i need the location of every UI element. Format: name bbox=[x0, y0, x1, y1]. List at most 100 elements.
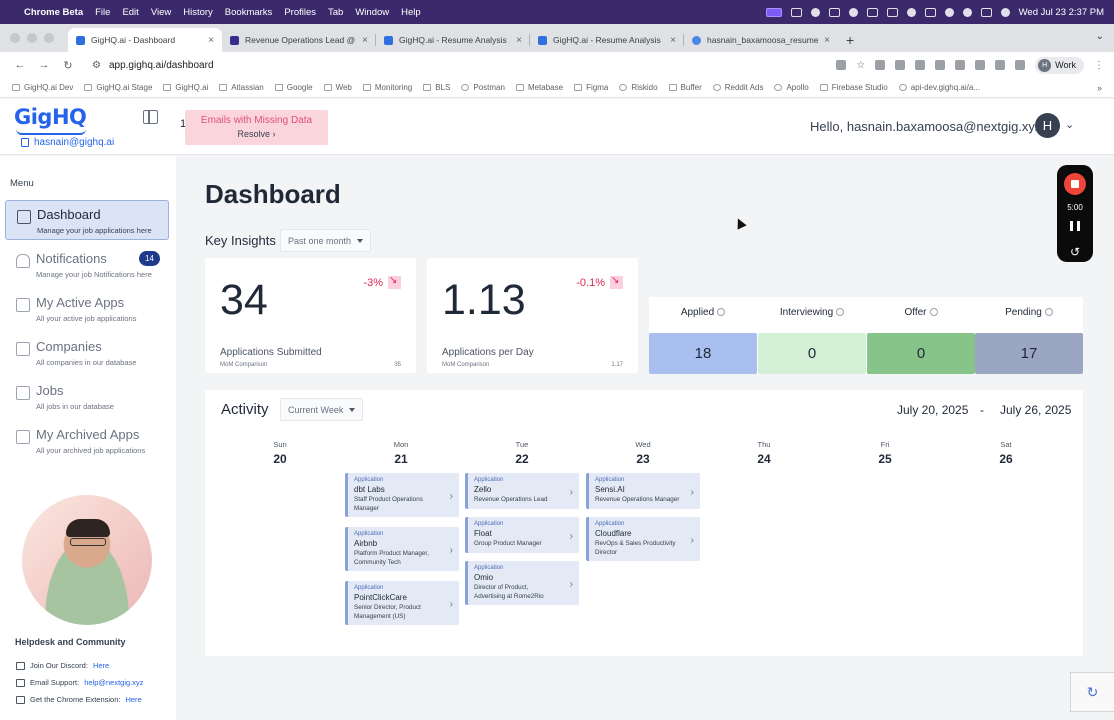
reload-icon[interactable]: ↻ bbox=[63, 59, 73, 72]
wifi-icon[interactable] bbox=[944, 7, 954, 17]
extension-icon[interactable] bbox=[895, 60, 906, 70]
siri-icon[interactable] bbox=[1000, 7, 1010, 17]
activity-event[interactable]: Application Cloudflare RevOps & Sales Pr… bbox=[586, 517, 700, 561]
status-count-pending[interactable]: 17 bbox=[975, 333, 1083, 374]
menu-history[interactable]: History bbox=[183, 6, 213, 18]
account-email[interactable]: hasnain@gighq.ai bbox=[21, 137, 114, 148]
menu-profiles[interactable]: Profiles bbox=[284, 6, 316, 18]
extension-link[interactable]: Here bbox=[125, 695, 142, 704]
menu-help[interactable]: Help bbox=[401, 6, 421, 18]
bookmark-folder[interactable]: Monitoring bbox=[362, 83, 412, 92]
zoom-window-button[interactable] bbox=[44, 33, 54, 43]
activity-event[interactable]: Application Zello Revenue Operations Lea… bbox=[465, 473, 579, 509]
side-panel-icon[interactable] bbox=[1015, 60, 1026, 70]
bookmark-item[interactable]: Riskido bbox=[619, 83, 658, 92]
status-count-applied[interactable]: 18 bbox=[649, 333, 757, 374]
extension-icon[interactable] bbox=[915, 60, 926, 70]
status-icon[interactable] bbox=[790, 7, 802, 17]
bluetooth-icon[interactable] bbox=[906, 7, 916, 17]
discord-link[interactable]: Here bbox=[92, 661, 110, 670]
sidebar-item-dashboard[interactable]: Dashboard Manage your job applications h… bbox=[5, 200, 169, 240]
chevron-down-icon[interactable]: ⌄ bbox=[1065, 119, 1075, 131]
webcam-overlay[interactable] bbox=[22, 495, 152, 625]
bookmark-star-icon[interactable]: ☆ bbox=[856, 59, 866, 71]
restart-icon[interactable]: ↺ bbox=[1069, 245, 1081, 259]
menu-view[interactable]: View bbox=[150, 6, 172, 18]
menu-file[interactable]: File bbox=[95, 6, 111, 18]
copy-icon[interactable] bbox=[21, 138, 29, 147]
minimize-window-button[interactable] bbox=[27, 33, 37, 43]
menu-tab[interactable]: Tab bbox=[328, 6, 344, 18]
app-menu-name[interactable]: Chrome Beta bbox=[24, 6, 84, 18]
gighq-logo[interactable]: GigHQ bbox=[14, 105, 87, 129]
status-count-offer[interactable]: 0 bbox=[867, 333, 975, 374]
browser-tab[interactable]: hasnain_baxamoosa_resume × bbox=[684, 28, 838, 52]
url-bar[interactable]: ⚙ app.gighq.ai/dashboard bbox=[92, 60, 214, 71]
menu-window[interactable]: Window bbox=[355, 6, 390, 18]
activity-event[interactable]: Application dbt Labs Staff Product Opera… bbox=[345, 473, 459, 517]
screen-record-icon[interactable] bbox=[765, 7, 782, 17]
close-tab-icon[interactable]: × bbox=[208, 34, 214, 46]
stop-recording-button[interactable] bbox=[1064, 173, 1086, 195]
sync-icon[interactable] bbox=[848, 7, 858, 17]
url-text[interactable]: app.gighq.ai/dashboard bbox=[108, 59, 214, 71]
pause-icon[interactable] bbox=[1070, 221, 1080, 231]
bookmark-item[interactable]: Reddit Ads bbox=[712, 83, 763, 92]
activity-event[interactable]: Application Float Group Product Manager … bbox=[465, 517, 579, 553]
activity-event[interactable]: Application Airbnb Platform Product Mana… bbox=[345, 527, 459, 571]
browser-menu-icon[interactable]: ⋮ bbox=[1094, 59, 1104, 71]
battery-icon[interactable] bbox=[924, 7, 936, 17]
bookmark-item[interactable]: Metabase bbox=[515, 83, 563, 92]
activity-period-select[interactable]: Current Week bbox=[280, 398, 364, 421]
bookmark-item[interactable]: Firebase Studio bbox=[819, 83, 888, 92]
close-tab-icon[interactable]: × bbox=[362, 34, 368, 46]
spotlight-icon[interactable] bbox=[962, 7, 972, 17]
bookmarks-overflow-icon[interactable]: » bbox=[1096, 82, 1102, 93]
cloud-icon[interactable] bbox=[828, 7, 840, 17]
cast-icon[interactable] bbox=[836, 60, 847, 70]
sidebar-item-active-apps[interactable]: My Active Apps All your active job appli… bbox=[5, 289, 169, 329]
extension-icon[interactable] bbox=[935, 60, 946, 70]
game-icon[interactable] bbox=[866, 7, 878, 17]
close-tab-icon[interactable]: × bbox=[670, 34, 676, 46]
bookmark-folder[interactable]: Google bbox=[274, 83, 313, 92]
spark-icon[interactable] bbox=[810, 7, 820, 17]
clipboard-icon[interactable] bbox=[886, 7, 898, 17]
email-support-link[interactable]: help@nextgig.xyz bbox=[84, 678, 144, 687]
sidebar-item-archived-apps[interactable]: My Archived Apps All your archived job a… bbox=[5, 421, 169, 461]
tab-search-icon[interactable]: ⌄ bbox=[1095, 31, 1104, 42]
browser-tab[interactable]: Revenue Operations Lead @ × bbox=[222, 28, 376, 52]
sidebar-toggle-icon[interactable] bbox=[143, 110, 158, 124]
insights-period-select[interactable]: Past one month bbox=[280, 229, 372, 252]
bookmark-folder[interactable]: Web bbox=[323, 83, 352, 92]
activity-event[interactable]: Application Omio Director of Product, Ad… bbox=[465, 561, 579, 605]
resolve-button[interactable]: Resolve › bbox=[237, 129, 276, 139]
bookmark-item[interactable]: GigHQ.ai bbox=[163, 83, 208, 92]
profile-button[interactable]: H Work bbox=[1035, 56, 1084, 74]
browser-tab[interactable]: GigHQ.ai - Resume Analysis × bbox=[376, 28, 530, 52]
sidebar-item-notifications[interactable]: Notifications Manage your job Notificati… bbox=[5, 245, 169, 285]
control-center-icon[interactable] bbox=[980, 7, 992, 17]
bookmark-item[interactable]: Apollo bbox=[774, 83, 809, 92]
activity-event[interactable]: Application PointClickCare Senior Direct… bbox=[345, 581, 459, 625]
status-count-interviewing[interactable]: 0 bbox=[758, 333, 866, 374]
bookmark-folder[interactable]: Atlassian bbox=[219, 83, 264, 92]
close-tab-icon[interactable]: × bbox=[516, 34, 522, 46]
bookmark-item[interactable]: GigHQ.ai Dev bbox=[12, 83, 73, 92]
sidebar-item-companies[interactable]: Companies All companies in our database bbox=[5, 333, 169, 373]
menu-edit[interactable]: Edit bbox=[122, 6, 139, 18]
close-tab-icon[interactable]: × bbox=[824, 34, 830, 46]
site-settings-icon[interactable]: ⚙ bbox=[92, 59, 101, 71]
new-tab-button[interactable]: + bbox=[846, 32, 855, 48]
forward-icon[interactable]: → bbox=[38, 59, 50, 71]
menu-bookmarks[interactable]: Bookmarks bbox=[224, 6, 273, 18]
extension-icon[interactable] bbox=[875, 60, 886, 70]
sidebar-item-jobs[interactable]: Jobs All jobs in our database bbox=[5, 377, 169, 417]
user-avatar[interactable]: H bbox=[1035, 113, 1060, 138]
extension-icon[interactable] bbox=[975, 60, 986, 70]
activity-event[interactable]: Application Sensi.AI Revenue Operations … bbox=[586, 473, 700, 509]
bookmark-item[interactable]: api-dev.gighq.ai/a... bbox=[898, 83, 980, 92]
bookmark-item[interactable]: Buffer bbox=[668, 83, 702, 92]
extension-icon[interactable] bbox=[955, 60, 966, 70]
close-window-button[interactable] bbox=[10, 33, 20, 43]
